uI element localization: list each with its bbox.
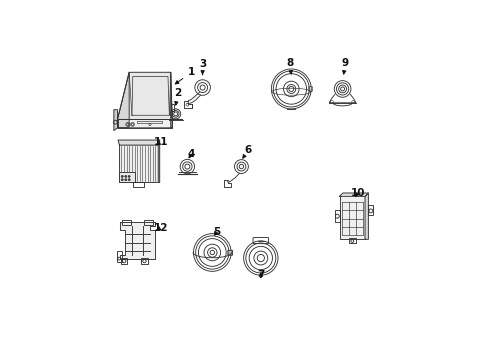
Text: 5: 5 <box>213 227 220 237</box>
Bar <box>120 172 135 183</box>
Circle shape <box>121 179 123 181</box>
Text: 7: 7 <box>257 270 265 280</box>
Bar <box>171 104 173 111</box>
Circle shape <box>128 179 130 181</box>
Bar <box>340 196 365 239</box>
Bar <box>335 210 340 222</box>
Bar <box>120 145 158 183</box>
Polygon shape <box>114 110 118 131</box>
Circle shape <box>128 175 130 177</box>
Polygon shape <box>118 140 160 145</box>
Text: 3: 3 <box>199 59 206 75</box>
Polygon shape <box>340 193 368 196</box>
Bar <box>141 258 147 264</box>
Bar <box>121 258 127 264</box>
Text: 4: 4 <box>188 149 195 159</box>
Polygon shape <box>158 140 160 183</box>
Polygon shape <box>365 193 368 239</box>
Circle shape <box>121 175 123 177</box>
Text: 8: 8 <box>286 58 294 74</box>
Circle shape <box>125 179 127 181</box>
Bar <box>122 220 130 225</box>
Text: 12: 12 <box>154 222 168 233</box>
Text: 6: 6 <box>243 145 252 158</box>
Bar <box>133 182 145 186</box>
Polygon shape <box>118 72 129 128</box>
Polygon shape <box>118 120 172 128</box>
Text: 1: 1 <box>175 67 195 84</box>
Polygon shape <box>120 222 155 258</box>
Bar <box>117 251 122 262</box>
Text: 2: 2 <box>174 88 181 105</box>
Bar <box>145 220 153 225</box>
Polygon shape <box>171 72 172 128</box>
Text: 9: 9 <box>342 58 349 74</box>
Bar <box>138 121 162 123</box>
Circle shape <box>125 175 127 177</box>
Polygon shape <box>118 72 172 120</box>
Text: 10: 10 <box>351 188 365 198</box>
Bar <box>368 204 373 215</box>
Text: 11: 11 <box>154 136 168 147</box>
Bar <box>349 238 356 243</box>
